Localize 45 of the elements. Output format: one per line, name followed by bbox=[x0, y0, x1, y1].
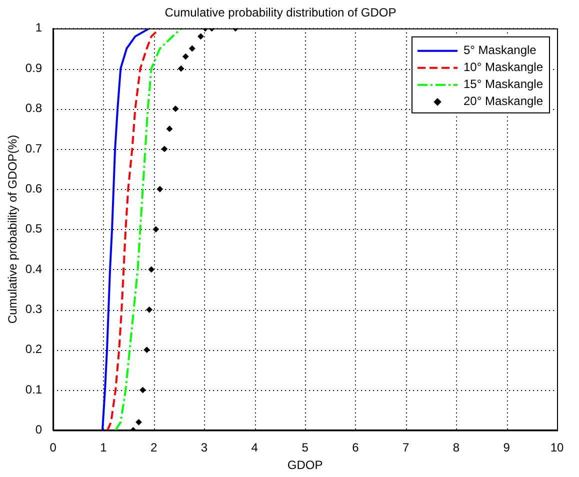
point bbox=[156, 186, 163, 192]
x-tick-label: 10 bbox=[550, 440, 564, 455]
y-tick-label: 0.2 bbox=[25, 342, 42, 356]
x-tick-label: 2 bbox=[150, 440, 158, 455]
legend-label: 15° Maskangle bbox=[463, 77, 544, 92]
point bbox=[182, 54, 189, 60]
y-tick-label: 0.4 bbox=[25, 262, 42, 276]
line-series bbox=[114, 28, 182, 430]
x-tick-label: 3 bbox=[200, 440, 208, 455]
legend-label: 5° Maskangle bbox=[463, 43, 537, 58]
y-tick-label: 0.9 bbox=[25, 60, 42, 75]
x-axis-title: GDOP bbox=[287, 458, 323, 472]
point bbox=[144, 346, 150, 353]
y-axis-title: Cumulative probability of GDOP(%) bbox=[6, 134, 20, 324]
point bbox=[148, 266, 154, 272]
x-tick-label: 1 bbox=[100, 440, 108, 455]
x-tick-label: 9 bbox=[503, 440, 510, 455]
legend-label: 10° Maskangle bbox=[463, 60, 544, 74]
x-tick-label: 6 bbox=[352, 440, 360, 455]
y-tick-label: 0.7 bbox=[25, 141, 42, 156]
x-tick-label: 0 bbox=[50, 440, 57, 455]
point bbox=[198, 33, 204, 40]
chart-title: Cumulative probability distribution of GDOP bbox=[164, 6, 396, 20]
y-tick-label: 0.3 bbox=[25, 302, 42, 316]
point bbox=[178, 66, 184, 72]
x-tick-label: 8 bbox=[452, 440, 460, 455]
y-tick-label: 0.5 bbox=[25, 222, 42, 236]
y-tick-label: 0.8 bbox=[25, 101, 42, 116]
point bbox=[140, 387, 146, 394]
x-tick-label: 5 bbox=[302, 440, 309, 455]
point bbox=[189, 45, 196, 52]
point bbox=[152, 226, 159, 232]
point bbox=[172, 106, 179, 112]
line-series bbox=[106, 28, 161, 430]
x-tick-label: 7 bbox=[402, 440, 410, 455]
y-tick-label: 1 bbox=[35, 20, 42, 35]
point bbox=[161, 146, 168, 152]
y-tick-label: 0 bbox=[35, 422, 42, 437]
y-tick-label: 0.1 bbox=[25, 382, 42, 396]
point bbox=[166, 126, 172, 132]
point bbox=[146, 306, 152, 313]
point bbox=[136, 419, 142, 426]
y-tick-label: 0.6 bbox=[25, 181, 42, 196]
legend-label: 20° Maskangle bbox=[463, 94, 544, 108]
x-tick-label: 4 bbox=[251, 440, 258, 455]
